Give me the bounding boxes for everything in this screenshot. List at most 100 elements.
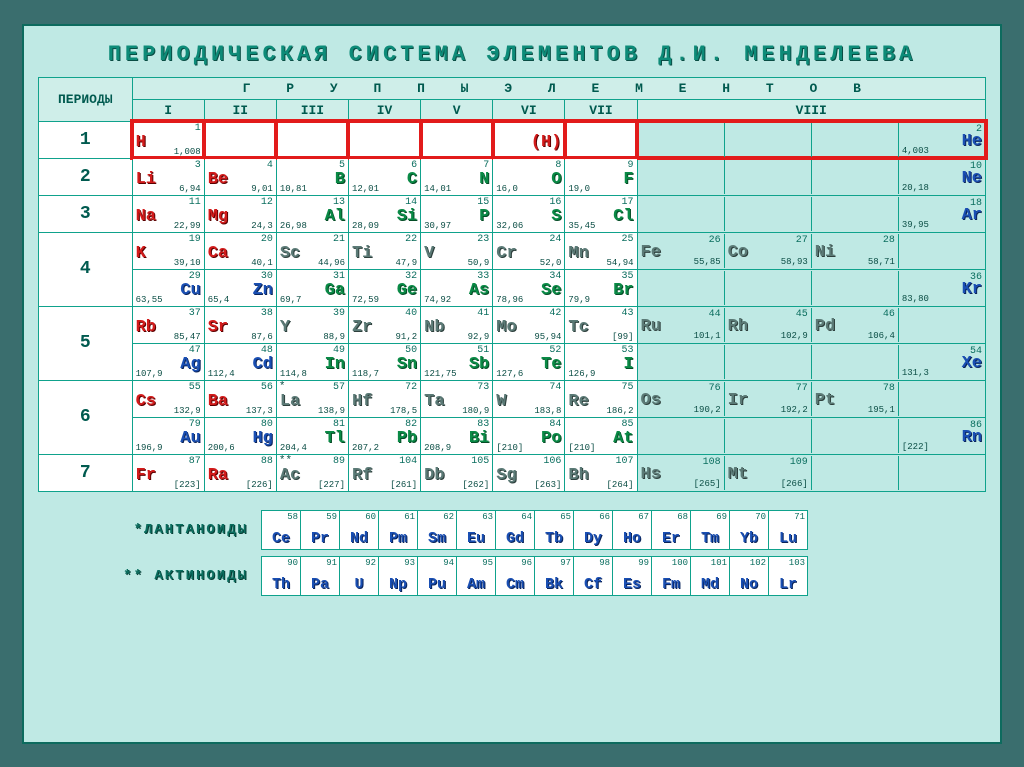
- atomic-mass: 28,09: [352, 221, 379, 231]
- element-cell-Co: 27Co58,93: [725, 234, 812, 268]
- atomic-number: 39: [333, 308, 345, 319]
- atomic-number: 11: [189, 197, 201, 208]
- group-header-VIII: VIII: [637, 99, 985, 121]
- atomic-number: 38: [261, 308, 273, 319]
- atomic-mass: 54,94: [607, 258, 634, 268]
- element-symbol: Ce: [262, 530, 300, 547]
- element-symbol: Ag: [180, 355, 200, 374]
- element-symbol: Co: [728, 243, 748, 262]
- element-symbol: At: [613, 429, 633, 448]
- element-cell-Cf: 98Cf: [573, 556, 613, 596]
- actinoids-label: ** АКТИНОИДЫ: [38, 568, 262, 584]
- element-cell-Tb: 65Tb: [534, 510, 574, 550]
- element-symbol: Sr: [208, 318, 228, 337]
- atomic-mass: [99]: [612, 332, 634, 342]
- element-cell-Ar: 18Ar39,95: [899, 197, 985, 231]
- groups-header: Г Р У П П Ы Э Л Е М Е Н Т О В: [132, 77, 985, 99]
- periodic-table-card: ПЕРИОДИЧЕСКАЯ СИСТЕМА ЭЛЕМЕНТОВ Д.И. МЕН…: [22, 24, 1002, 744]
- atomic-mass: 107,9: [136, 369, 163, 379]
- empty-cell: [725, 123, 812, 157]
- element-cell-Cd: 48Cd112,4: [204, 343, 276, 380]
- atomic-mass: 106,4: [868, 331, 895, 341]
- element-symbol: C: [407, 170, 417, 189]
- atomic-number: 93: [404, 558, 415, 568]
- empty-cell: [725, 271, 812, 305]
- atomic-number: 104: [399, 456, 417, 467]
- period-number: 6: [39, 380, 133, 454]
- element-cell-Cu: 29Cu63,55: [132, 269, 204, 306]
- element-cell-Tc: 43Tc[99]: [565, 306, 637, 343]
- empty-cell: [899, 456, 985, 490]
- empty-cell: [725, 419, 812, 453]
- element-symbol: Na: [136, 207, 156, 226]
- element-cell-Sb: 51Sb121,75: [421, 343, 493, 380]
- empty-cell: [899, 382, 985, 416]
- atomic-mass: 95,94: [534, 332, 561, 342]
- group-viii-cell: 26Fe55,8527Co58,9328Ni58,71: [637, 232, 985, 269]
- element-symbol: Al: [325, 207, 345, 226]
- element-symbol: W: [496, 392, 506, 411]
- element-symbol: Ti: [352, 244, 372, 263]
- element-cell-He: 2He4,003: [899, 123, 985, 157]
- atomic-number: 96: [521, 558, 532, 568]
- element-symbol: Rn: [962, 428, 982, 447]
- element-symbol: Zr: [352, 318, 372, 337]
- periods-header: ПЕРИОДЫ: [39, 77, 133, 121]
- element-symbol: Ar: [962, 206, 982, 225]
- group-numbers-row: IIIIIIIVVVIVIIVIII: [39, 99, 986, 121]
- empty-cell: [812, 456, 899, 490]
- element-cell-B: 5B10,81: [276, 158, 348, 195]
- element-symbol: La: [280, 392, 300, 411]
- atomic-mass: 121,75: [424, 369, 456, 379]
- element-symbol: Ba: [208, 392, 228, 411]
- element-cell-As: 33As74,92: [421, 269, 493, 306]
- atomic-number: 20: [261, 234, 273, 245]
- element-cell-Th: 90Th: [261, 556, 301, 596]
- element-cell-Ca: 20Ca40,1: [204, 232, 276, 269]
- element-cell-W: 74W183,8: [493, 380, 565, 417]
- atomic-number: 24: [549, 234, 561, 245]
- element-symbol: No: [730, 576, 768, 593]
- period-row: 311Na22,9912Mg24,313Al26,9814Si28,0915P3…: [39, 195, 986, 232]
- atomic-mass: 40,1: [251, 258, 273, 268]
- atomic-number: 19: [189, 234, 201, 245]
- element-cell-Al: 13Al26,98: [276, 195, 348, 232]
- empty-cell: [812, 345, 899, 379]
- element-cell-Kr: 36Kr83,80: [899, 271, 985, 305]
- element-symbol: Pt: [815, 391, 835, 410]
- atomic-mass: 24,3: [251, 221, 273, 231]
- atomic-mass: 92,9: [468, 332, 490, 342]
- atomic-mass: 30,97: [424, 221, 451, 231]
- element-cell-At: 85At[210]: [565, 417, 637, 454]
- atomic-number: 63: [482, 512, 493, 522]
- element-cell-La: *57La138,9: [276, 380, 348, 417]
- atomic-number: 70: [755, 512, 766, 522]
- atomic-number: 68: [677, 512, 688, 522]
- element-symbol: In: [325, 355, 345, 374]
- element-cell-Po: 84Po[210]: [493, 417, 565, 454]
- atomic-number: 87: [189, 456, 201, 467]
- element-symbol: Sc: [280, 244, 300, 263]
- atomic-mass: 78,96: [496, 295, 523, 305]
- empty-cell: [899, 308, 985, 342]
- group-viii-cell: 76Os190,277Ir192,278Pt195,1: [637, 380, 985, 417]
- atomic-number: 103: [789, 558, 805, 568]
- atomic-mass: 114,8: [280, 369, 307, 379]
- atomic-mass: 85,47: [174, 332, 201, 342]
- element-cell-Am: 95Am: [456, 556, 496, 596]
- atomic-number: 4: [267, 160, 273, 171]
- element-symbol: Tm: [691, 530, 729, 547]
- element-symbol: O: [551, 170, 561, 189]
- atomic-mass: 50,9: [468, 258, 490, 268]
- element-cell-Pr: 59Pr: [300, 510, 340, 550]
- element-symbol: Cr: [496, 244, 516, 263]
- atomic-number: 44: [709, 309, 721, 320]
- element-cell-Be: 4Be9,01: [204, 158, 276, 195]
- element-cell-Bi: 83Bi208,9: [421, 417, 493, 454]
- atomic-mass: [263]: [534, 480, 561, 490]
- element-cell-Ni: 28Ni58,71: [812, 234, 899, 268]
- atomic-number: 37: [189, 308, 201, 319]
- element-symbol: Eu: [457, 530, 495, 547]
- element-symbol: Nd: [340, 530, 378, 547]
- element-cell-Ta: 73Ta180,9: [421, 380, 493, 417]
